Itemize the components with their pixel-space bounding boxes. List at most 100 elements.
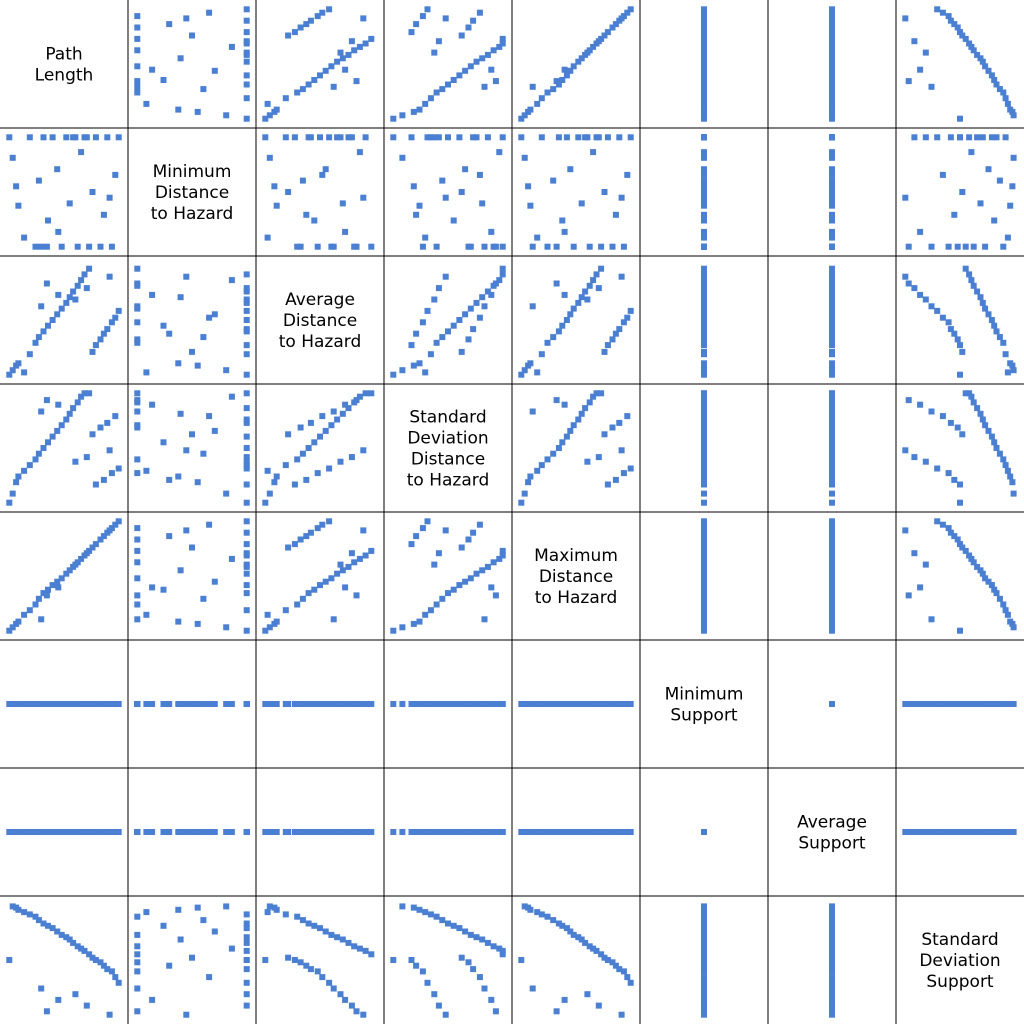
data-point — [701, 913, 707, 920]
data-point — [954, 336, 961, 343]
data-point — [555, 134, 562, 141]
data-point — [550, 450, 557, 457]
data-point — [134, 265, 141, 272]
data-point — [419, 701, 426, 707]
data-point — [183, 701, 190, 707]
data-point — [701, 390, 707, 397]
diagonal-label-line: Standard — [409, 408, 486, 428]
data-point — [134, 47, 141, 54]
data-point — [189, 701, 195, 707]
data-point — [445, 134, 451, 141]
data-point — [701, 951, 707, 958]
data-point — [442, 701, 449, 707]
data-point — [305, 445, 312, 451]
data-point — [962, 829, 969, 835]
data-point — [1000, 456, 1007, 463]
data-point — [527, 906, 534, 913]
data-point — [431, 49, 438, 56]
data-point — [328, 422, 335, 429]
data-point — [200, 450, 207, 457]
data-point — [45, 217, 51, 224]
data-point — [902, 447, 909, 454]
data-point — [86, 951, 93, 958]
data-point — [701, 217, 707, 224]
data-point — [616, 419, 623, 426]
data-point — [337, 49, 344, 56]
data-point — [829, 578, 835, 585]
data-point — [35, 177, 42, 184]
data-point — [499, 35, 506, 42]
data-point — [194, 479, 201, 486]
data-point — [553, 397, 560, 404]
data-point — [701, 985, 707, 992]
diagonal-label-line: Standard — [921, 930, 998, 950]
data-point — [356, 43, 363, 50]
data-point — [63, 134, 70, 141]
data-point — [550, 86, 557, 93]
data-point — [1002, 351, 1009, 358]
data-point — [362, 390, 369, 397]
data-point — [701, 1002, 707, 1009]
data-point — [134, 319, 141, 326]
data-point — [829, 243, 835, 250]
panel-r0-c3 — [390, 6, 506, 122]
data-point — [701, 416, 707, 423]
data-point — [701, 431, 707, 438]
data-point — [476, 701, 483, 707]
panel-r5-c7 — [902, 701, 1017, 707]
data-point — [243, 271, 250, 278]
data-point — [413, 330, 420, 337]
data-point — [701, 100, 707, 107]
data-point — [15, 473, 22, 480]
data-point — [481, 616, 488, 623]
data-point — [701, 43, 707, 50]
data-point — [458, 348, 465, 355]
data-point — [620, 243, 627, 250]
data-point — [968, 277, 975, 284]
panel-r6-c3 — [390, 829, 506, 835]
panel-r4-c4: Maximum Distance to Hazard — [534, 546, 618, 608]
data-point — [701, 171, 707, 178]
data-point — [32, 829, 39, 835]
data-point — [307, 529, 314, 536]
data-point — [200, 334, 207, 341]
data-point — [829, 979, 835, 986]
data-point — [922, 458, 929, 465]
data-point — [271, 183, 278, 190]
data-point — [456, 72, 463, 79]
data-point — [996, 701, 1003, 707]
data-point — [32, 339, 39, 346]
data-point — [829, 228, 835, 235]
data-point — [951, 829, 958, 835]
data-point — [470, 326, 477, 333]
data-point — [266, 624, 273, 631]
data-point — [951, 211, 958, 218]
data-point — [620, 470, 627, 477]
data-point — [360, 829, 367, 835]
data-point — [435, 134, 442, 141]
data-point — [32, 456, 39, 463]
data-point — [911, 829, 918, 835]
data-point — [351, 559, 358, 566]
data-point — [243, 561, 250, 568]
data-point — [299, 86, 306, 93]
data-point — [996, 595, 1003, 602]
panel-r2-c3 — [390, 265, 506, 378]
data-point — [322, 67, 329, 74]
data-point — [928, 83, 935, 90]
data-point — [701, 454, 707, 461]
panel-r1-c5 — [701, 134, 707, 250]
data-point — [701, 322, 707, 329]
data-point — [243, 529, 250, 536]
data-point — [194, 620, 201, 627]
data-point — [829, 951, 835, 958]
data-point — [243, 72, 250, 79]
data-point — [356, 945, 363, 952]
data-point — [303, 476, 310, 483]
data-point — [273, 906, 280, 913]
data-point — [701, 397, 707, 404]
data-point — [462, 311, 469, 318]
data-point — [575, 299, 582, 306]
data-point — [951, 21, 958, 28]
data-point — [1004, 611, 1011, 618]
